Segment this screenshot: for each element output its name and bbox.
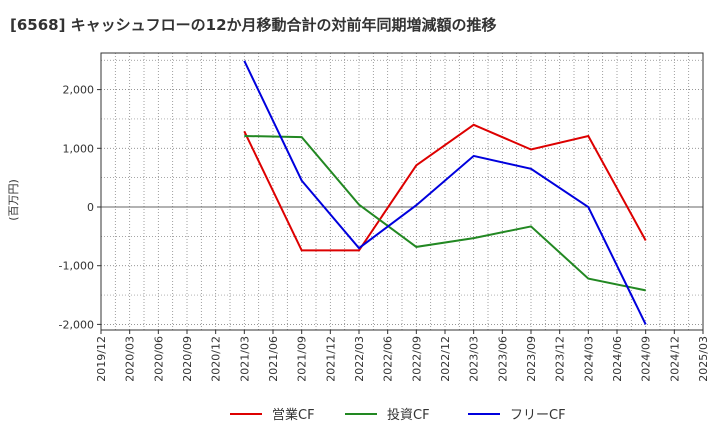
series-line-3 [243,60,647,325]
series-lines [243,60,647,325]
plot-frame [100,52,704,331]
x-tick-label: 2020/06 [152,336,165,382]
x-tick-label: 2021/12 [324,336,337,382]
x-tick-label: 2023/06 [496,336,509,382]
x-tick-label: 2022/03 [353,336,366,382]
x-tick-label: 2020/09 [181,336,194,382]
x-tick-label: 2020/12 [210,336,223,382]
chart-title: [6568] キャッシュフローの12か月移動合計の対前年同期増減額の推移 [10,16,497,34]
y-tick-label: -1,000 [59,260,94,273]
x-tick-label: 2025/03 [697,336,710,382]
x-tick-label: 2022/09 [410,336,423,382]
x-tick-label: 2020/03 [124,336,137,382]
y-tick-label: -2,000 [59,318,94,331]
x-tick-label: 2024/03 [582,336,595,382]
x-tick-label: 2023/12 [554,336,567,382]
legend: 営業CF 投資CF フリーCF [230,407,566,423]
x-tick-label: 2024/12 [668,336,681,382]
x-tick-label: 2024/09 [640,336,653,382]
y-axis-label: (百万円) [7,179,20,221]
y-tick-label: 0 [87,201,94,214]
x-tick-label: 2023/09 [525,336,538,382]
series-line-2 [244,135,646,292]
x-tick-label: 2022/12 [439,336,452,382]
y-tick-label: 2,000 [63,84,95,97]
series-line-1 [243,123,647,252]
x-tick-label: 2021/03 [238,336,251,382]
legend-label: 営業CF [272,407,315,423]
x-tick-label: 2021/06 [267,336,280,382]
x-tick-label: 2021/09 [296,336,309,382]
grid [100,53,704,330]
x-tick-label: 2023/03 [468,336,481,382]
x-tick-label: 2019/12 [95,336,108,382]
legend-label: 投資CF [387,407,430,423]
x-tick-label: 2022/06 [382,336,395,382]
y-tick-label: 1,000 [63,142,95,155]
x-tick-label: 2024/06 [611,336,624,382]
legend-label: フリーCF [510,408,566,423]
